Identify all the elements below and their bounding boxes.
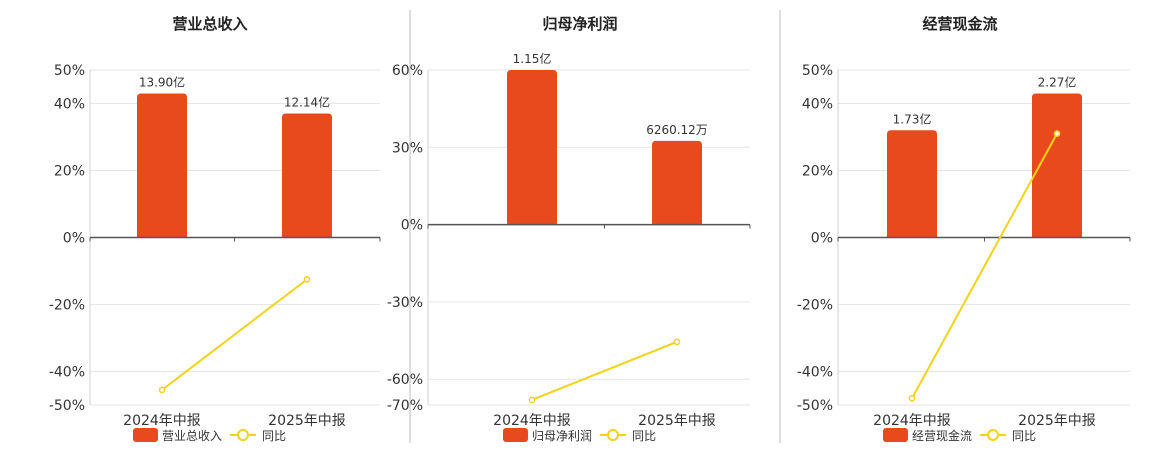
y-tick-label: -70% <box>387 398 423 414</box>
y-tick-label: 40% <box>802 97 833 113</box>
legend-bar-label: 营业总收入 <box>162 429 222 443</box>
bar-series: 1.15亿 6260.12万 <box>507 51 708 225</box>
y-tick-label: 0% <box>401 218 423 234</box>
line-point <box>528 396 536 404</box>
bar <box>1032 93 1082 238</box>
line-series-path <box>161 278 308 391</box>
legend-bar-swatch <box>883 428 908 442</box>
y-tick-label: -40% <box>797 365 833 381</box>
line-series-path <box>531 340 678 401</box>
chart-panel-3: 经营现金流 50% 40% 20% 0% -20% -40% -50% 1.73亿 2.27亿 20… <box>797 15 1131 443</box>
bar-data-label: 13.90亿 <box>139 74 185 89</box>
y-tick-label: -50% <box>797 398 833 414</box>
chart-title: 归母净利润 <box>542 15 617 33</box>
line-point <box>158 386 166 394</box>
bar <box>282 113 332 238</box>
legend-line-label: 同比 <box>262 429 286 443</box>
y-tick-label: 40% <box>54 97 85 113</box>
y-tick-label: -20% <box>49 298 85 314</box>
legend-bar-swatch <box>133 428 158 442</box>
bar <box>887 130 937 238</box>
line-series <box>528 338 681 404</box>
legend-line-marker <box>987 429 999 441</box>
chart-panel-1: 营业总收入 50% 40% 20% 0% -20% -40% -50% 13.90亿 12.14亿… <box>49 15 381 443</box>
bar-series: 13.90亿 12.14亿 <box>137 74 332 238</box>
chart-title: 经营现金流 <box>922 15 997 33</box>
y-tick-label: 0% <box>811 231 833 247</box>
y-tick-label: 0% <box>63 231 85 247</box>
legend-bar-label: 归母净利润 <box>532 429 592 443</box>
bar-data-label: 12.14亿 <box>284 95 330 110</box>
x-tick-label: 2025年中报 <box>638 413 716 429</box>
x-tick-label: 2025年中报 <box>1018 413 1096 429</box>
y-tick-label: 50% <box>54 63 85 79</box>
line-series-path <box>911 133 1058 399</box>
y-tick-label: -40% <box>49 365 85 381</box>
line-point <box>673 338 681 346</box>
y-tick-label: 20% <box>54 164 85 180</box>
bar-data-label: 1.73亿 <box>893 111 932 126</box>
legend-bar-swatch <box>503 428 528 442</box>
legend-line-marker <box>607 429 619 441</box>
chart-title: 营业总收入 <box>172 15 247 33</box>
line-series <box>158 276 311 394</box>
y-tick-label: 60% <box>392 63 423 79</box>
y-tick-label: 50% <box>802 63 833 79</box>
bar-data-label: 6260.12万 <box>646 123 708 137</box>
bar <box>507 70 557 225</box>
line-series <box>908 130 1061 402</box>
line-point <box>908 394 916 402</box>
legend-line-label: 同比 <box>1012 429 1036 443</box>
y-tick-label: -20% <box>797 298 833 314</box>
bar-series: 1.73亿 2.27亿 <box>887 74 1082 238</box>
y-tick-label: -30% <box>387 295 423 311</box>
line-point <box>303 276 311 283</box>
legend: 营业总收入 同比 <box>133 428 286 443</box>
legend-bar-label: 经营现金流 <box>912 428 972 443</box>
y-tick-label: 30% <box>392 140 423 156</box>
x-tick-label: 2024年中报 <box>493 413 571 429</box>
chart-panel-2: 归母净利润 60% 30% 0% -30% -60% -70% 1.15亿 6260.12万 20… <box>387 15 751 443</box>
legend: 归母净利润 同比 <box>503 428 656 443</box>
bar-data-label: 2.27亿 <box>1038 74 1077 89</box>
legend-line-label: 同比 <box>632 429 656 443</box>
legend-line-marker <box>237 429 249 441</box>
y-tick-label: 20% <box>802 164 833 180</box>
y-tick-label: -50% <box>49 398 85 414</box>
x-tick-label: 2024年中报 <box>123 413 201 429</box>
x-tick-label: 2025年中报 <box>268 413 346 429</box>
bar <box>652 140 702 225</box>
bar-data-label: 1.15亿 <box>513 51 552 66</box>
line-point <box>1053 130 1061 137</box>
y-tick-label: -60% <box>387 372 423 388</box>
bar <box>137 93 187 238</box>
x-tick-label: 2024年中报 <box>873 413 951 429</box>
legend: 经营现金流 同比 <box>883 428 1036 443</box>
